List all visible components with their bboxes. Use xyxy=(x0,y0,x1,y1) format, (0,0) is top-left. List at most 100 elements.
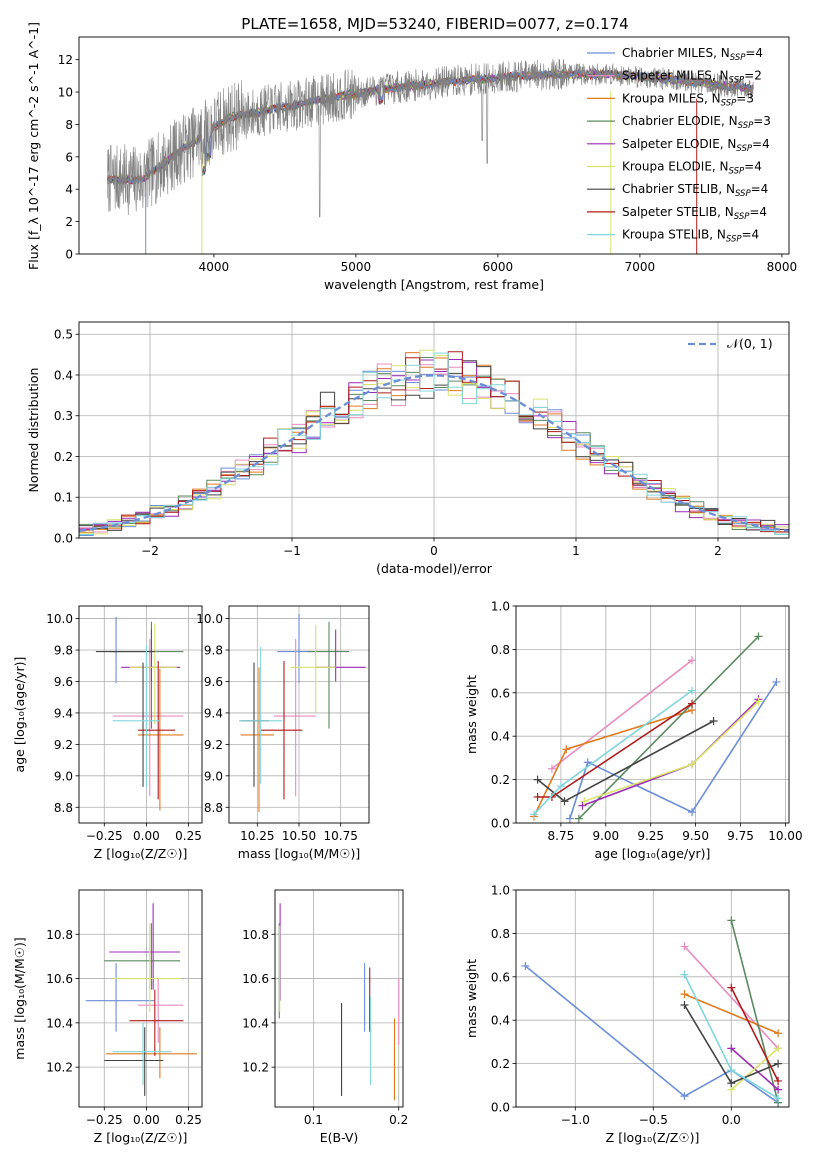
panel-age-vs-Z: −0.25 0.00 0.25 8.8 9.0 9.2 9.4 9.6 9.8 10.0 Z [lo… xyxy=(12,605,203,861)
x-tick-label: −1.0 xyxy=(561,1113,590,1127)
x-tick-label: −1 xyxy=(283,544,301,558)
series-line-salpeter-stelib xyxy=(730,987,779,1082)
marker-chabrier-stelib xyxy=(727,1079,736,1088)
y-tick-label: 9.4 xyxy=(204,706,223,720)
marker-kroupa-stelib xyxy=(529,810,538,819)
y-axis-label: Flux [f_λ 10^-17 erg cm^-2 s^-1 A^-1] xyxy=(26,22,41,270)
y-tick-label: 0.4 xyxy=(491,1014,510,1028)
y-tick-label: 8.8 xyxy=(204,801,223,815)
plot-area xyxy=(278,903,400,1101)
marker-salpeter-miles xyxy=(680,942,689,951)
marker-salpeter-elodie xyxy=(774,1085,783,1094)
legend-subscript: SSP xyxy=(730,53,746,63)
marker-chabrier-stelib xyxy=(680,1001,689,1010)
legend-value: =4 xyxy=(749,205,767,219)
x-tick-label: 9.25 xyxy=(637,829,664,843)
y-axis-label: mass weight xyxy=(464,675,479,754)
observed-spectrum-line xyxy=(107,58,754,218)
x-tick-label: 4000 xyxy=(199,260,230,274)
legend-label-salpeter-elodie: Salpeter ELODIE, NSSP=4 xyxy=(622,137,770,154)
x-tick-label: 7000 xyxy=(625,260,656,274)
plot-area xyxy=(521,916,783,1107)
x-tick-label: 1 xyxy=(572,544,580,558)
legend-subscript: SSP xyxy=(738,121,754,131)
x-axis-label: wavelength [Angstrom, rest frame] xyxy=(324,277,544,292)
x-tick-label: 9.75 xyxy=(727,829,754,843)
x-axis-label: mass [log₁₀(M/M☉)] xyxy=(238,846,360,861)
marker-kroupa-stelib xyxy=(774,1094,783,1103)
normal-distribution-line xyxy=(79,374,789,533)
y-tick-label: 0.1 xyxy=(54,491,73,505)
x-tick-label: 10.50 xyxy=(282,829,316,843)
marker-chabrier-miles xyxy=(680,1092,689,1101)
x-tick-label: 9.50 xyxy=(682,829,709,843)
marker-salpeter-elodie xyxy=(578,801,587,810)
y-tick-label: 9.8 xyxy=(204,644,223,658)
x-tick-label: 0.25 xyxy=(175,829,202,843)
x-tick-label: 8.75 xyxy=(548,829,575,843)
marker-kroupa-elodie xyxy=(774,1044,783,1053)
plot-area xyxy=(79,349,789,536)
axes-frame xyxy=(78,321,790,539)
marker-chabrier-stelib xyxy=(533,775,542,784)
panel-age-vs-mass: 10.25 10.50 10.75 8.8 9.0 9.2 9.4 9.6 9.8 10.0 mas… xyxy=(196,605,370,861)
plot-area xyxy=(85,903,197,1096)
y-axis-label: mass weight xyxy=(464,959,479,1038)
y-tick-label: 4 xyxy=(65,183,73,197)
legend-subscript: SSP xyxy=(729,167,745,177)
y-tick-label: 10.0 xyxy=(196,612,223,626)
legend-label-kroupa-stelib: Kroupa STELIB, NSSP=4 xyxy=(622,228,759,245)
marker-kroupa-miles xyxy=(562,745,571,754)
legend-value: =2 xyxy=(744,69,762,83)
series-line-chabrier-elodie xyxy=(730,920,779,1103)
x-tick-label: −0.25 xyxy=(86,1113,123,1127)
series-line-kroupa-miles xyxy=(684,993,779,1034)
x-axis-label: Z [log₁₀(Z/Z☉)] xyxy=(606,1130,700,1145)
marker-salpeter-miles xyxy=(547,764,556,773)
axes-frame xyxy=(515,889,790,1108)
legend-text: Chabrier STELIB, N xyxy=(622,182,735,196)
legend-subscript: SSP xyxy=(721,98,737,108)
legend-value: =3 xyxy=(736,91,754,105)
legend-label-kroupa-elodie: Kroupa ELODIE, NSSP=4 xyxy=(622,160,762,177)
y-tick-label: 0.2 xyxy=(491,773,510,787)
x-axis-label: Z [log₁₀(Z/Z☉)] xyxy=(94,846,188,861)
y-tick-label: 9.6 xyxy=(54,675,73,689)
plot-area xyxy=(529,632,781,823)
x-tick-label: 0.25 xyxy=(175,1113,202,1127)
marker-kroupa-miles xyxy=(774,1029,783,1038)
marker-chabrier-elodie xyxy=(574,814,583,823)
x-tick-label: 0.00 xyxy=(133,829,160,843)
x-axis-label: age [log₁₀(age/yr)] xyxy=(595,846,711,861)
x-tick-label: 0 xyxy=(430,544,438,558)
y-tick-label: 10.8 xyxy=(242,928,269,942)
legend-label-kroupa-miles: Kroupa MILES, NSSP=3 xyxy=(622,91,754,108)
x-tick-label: 10.00 xyxy=(768,829,802,843)
x-tick-label: −2 xyxy=(141,544,159,558)
panel-weight-vs-age: 8.75 9.00 9.25 9.50 9.75 10.00 0.0 0.2 0.4 0.6 0.8… xyxy=(464,600,803,862)
x-tick-label: 0.1 xyxy=(304,1113,323,1127)
marker-salpeter-stelib xyxy=(533,792,542,801)
y-tick-label: 0.2 xyxy=(54,450,73,464)
panel-mass-vs-ebv: 0.1 0.2 10.2 10.4 10.6 10.8 E(B-V) xyxy=(242,889,408,1145)
marker-kroupa-stelib xyxy=(688,686,697,695)
y-tick-label: 0.5 xyxy=(54,328,73,342)
y-tick-label: 9.4 xyxy=(54,706,73,720)
plot-area xyxy=(95,617,184,811)
x-tick-label: 10.75 xyxy=(323,829,357,843)
x-tick-label: 8000 xyxy=(767,260,798,274)
plot-area xyxy=(106,58,754,254)
marker-kroupa-stelib xyxy=(727,1066,736,1075)
legend-text: Chabrier MILES, N xyxy=(622,46,730,60)
y-tick-label: 0.0 xyxy=(54,532,73,546)
y-tick-label: 10.2 xyxy=(242,1061,269,1075)
marker-kroupa-elodie xyxy=(688,760,697,769)
legend-value: =4 xyxy=(745,46,763,60)
y-tick-label: 10.0 xyxy=(46,612,73,626)
legend-label-chabrier-stelib: Chabrier STELIB, NSSP=4 xyxy=(622,182,768,199)
histogram-kroupa-stelib xyxy=(79,352,789,535)
x-axis-label: (data-model)/error xyxy=(376,561,493,576)
marker-kroupa-miles xyxy=(680,990,689,999)
series-line-chabrier-miles xyxy=(569,681,778,819)
